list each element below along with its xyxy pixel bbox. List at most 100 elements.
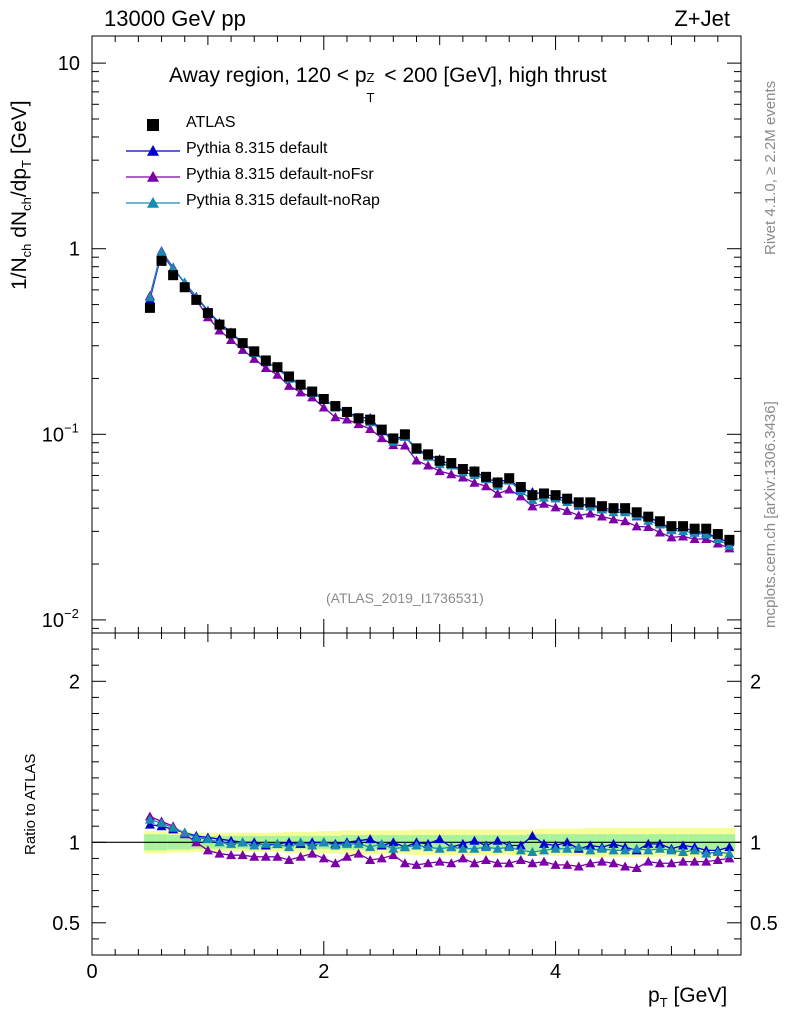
lower-series-point-2 (481, 842, 492, 852)
upper-series-point-1 (376, 433, 387, 443)
atlas-data-point (515, 482, 526, 493)
atlas-data-point (411, 443, 422, 454)
lower-series-point-2 (654, 843, 665, 853)
atlas-data-point (492, 477, 503, 488)
upper-series-point-1 (226, 335, 237, 345)
lower-series-point-2 (330, 840, 341, 850)
upper-series-point-1 (411, 455, 422, 465)
upper-series-point-1 (284, 380, 295, 390)
atlas-data-point (144, 302, 155, 313)
lower-series-point-0 (654, 838, 665, 848)
lower-series-point-1 (399, 858, 410, 868)
lower-series-point-2 (249, 840, 260, 850)
lower-series-point-1 (469, 858, 480, 868)
upper-series-point-1 (457, 472, 468, 482)
upper-series-point-1 (573, 510, 584, 520)
ylabel-part-d: [GeV] (8, 100, 31, 160)
lower-series-point-0 (284, 837, 295, 847)
lower-series-point-1 (434, 856, 445, 866)
upper-y-tick-label: 10 (58, 53, 80, 75)
lower-series-point-2 (492, 843, 503, 853)
upper-series-point-1 (620, 516, 631, 526)
header-process-label: Z+Jet (674, 6, 730, 31)
lower-panel: 0 2 4 0.5 0.5 1 1 2 2 (52, 632, 778, 983)
atlas-data-point (724, 534, 735, 545)
lower-series-point-2 (724, 848, 735, 858)
upper-series-point-1 (353, 419, 364, 429)
upper-series-point-2 (156, 246, 167, 256)
atlas-data-point (666, 521, 677, 532)
lower-series-point-1 (631, 863, 642, 873)
lower-series-point-2 (538, 845, 549, 855)
lower-series-point-1 (226, 850, 237, 860)
lower-series-point-2 (631, 843, 642, 853)
lower-series-point-1 (620, 861, 631, 871)
upper-series-point-1 (596, 511, 607, 521)
lower-series-point-2 (341, 838, 352, 848)
upper-series-point-1 (515, 491, 526, 501)
atlas-data-point (504, 473, 515, 484)
atlas-data-point (353, 413, 364, 424)
lower-series-point-2 (156, 817, 167, 827)
lower-series-point-2 (318, 837, 329, 847)
lower-series-point-2 (620, 845, 631, 855)
atlas-data-point (423, 449, 434, 460)
atlas-data-point (654, 516, 665, 527)
lower-series-point-2 (353, 838, 364, 848)
atlas-data-point (226, 328, 237, 339)
upper-series-point-2 (168, 263, 179, 273)
lower-series-point-0 (144, 819, 155, 829)
lower-series-point-1 (562, 859, 573, 869)
x-axis-label-unit: [GeV] (667, 984, 728, 1007)
upper-series-point-1 (446, 469, 457, 479)
lower-series-point-1 (318, 853, 329, 863)
atlas-data-point (214, 319, 225, 330)
lower-series-point-2 (550, 843, 561, 853)
lower-series-point-2 (179, 827, 190, 837)
atlas-data-point (156, 255, 167, 266)
lower-series-point-1 (724, 853, 735, 863)
upper-series-point-1 (237, 344, 248, 354)
lower-series-point-2 (202, 834, 213, 844)
lower-series-point-0 (469, 835, 480, 845)
atlas-data-point (446, 458, 457, 469)
header-collision-label: 13000 GeV pp (104, 6, 246, 31)
lower-series-point-1 (365, 855, 376, 865)
lower-series-point-0 (527, 830, 538, 840)
atlas-data-point (434, 455, 445, 466)
lower-y-tick-label-right: 0.5 (750, 913, 778, 935)
upper-series-point-2 (701, 529, 712, 539)
atlas-data-point (527, 490, 538, 501)
lower-series-point-2 (423, 842, 434, 852)
legend-marker-triangle-3 (147, 197, 159, 208)
upper-y-axis-label: 1/Nch dNch/dpT [GeV] (8, 100, 34, 290)
upper-series-point-1 (504, 484, 515, 494)
lower-series-point-0 (643, 838, 654, 848)
atlas-data-point (469, 466, 480, 477)
lower-plot-frame (91, 632, 742, 956)
legend-label-atlas: ATLAS (186, 114, 236, 131)
plot-title-sup: Z (366, 70, 375, 85)
upper-y-tick-label: 1 (69, 239, 80, 261)
atlas-data-point (318, 393, 329, 404)
lower-series-point-2 (399, 842, 410, 852)
atlas-data-point (678, 521, 689, 532)
upper-series-point-1 (423, 460, 434, 470)
lower-series-point-1 (237, 850, 248, 860)
lower-series-point-1 (446, 858, 457, 868)
upper-series-point-1 (272, 369, 283, 379)
lower-y-axis-label: Ratio to ATLAS (22, 753, 39, 855)
x-axis-label: pT [GeV] (648, 984, 727, 1010)
ylabel-part-a-sub: ch (19, 243, 35, 258)
atlas-data-point (573, 497, 584, 508)
atlas-data-point (376, 424, 387, 435)
lower-series-point-0 (608, 838, 619, 848)
upper-series-point-1 (469, 477, 480, 487)
lower-series-point-0 (538, 838, 549, 848)
lower-series-point-2 (446, 842, 457, 852)
atlas-data-point (550, 490, 561, 501)
lower-series-point-2 (411, 840, 422, 850)
upper-series-point-1 (527, 501, 538, 511)
